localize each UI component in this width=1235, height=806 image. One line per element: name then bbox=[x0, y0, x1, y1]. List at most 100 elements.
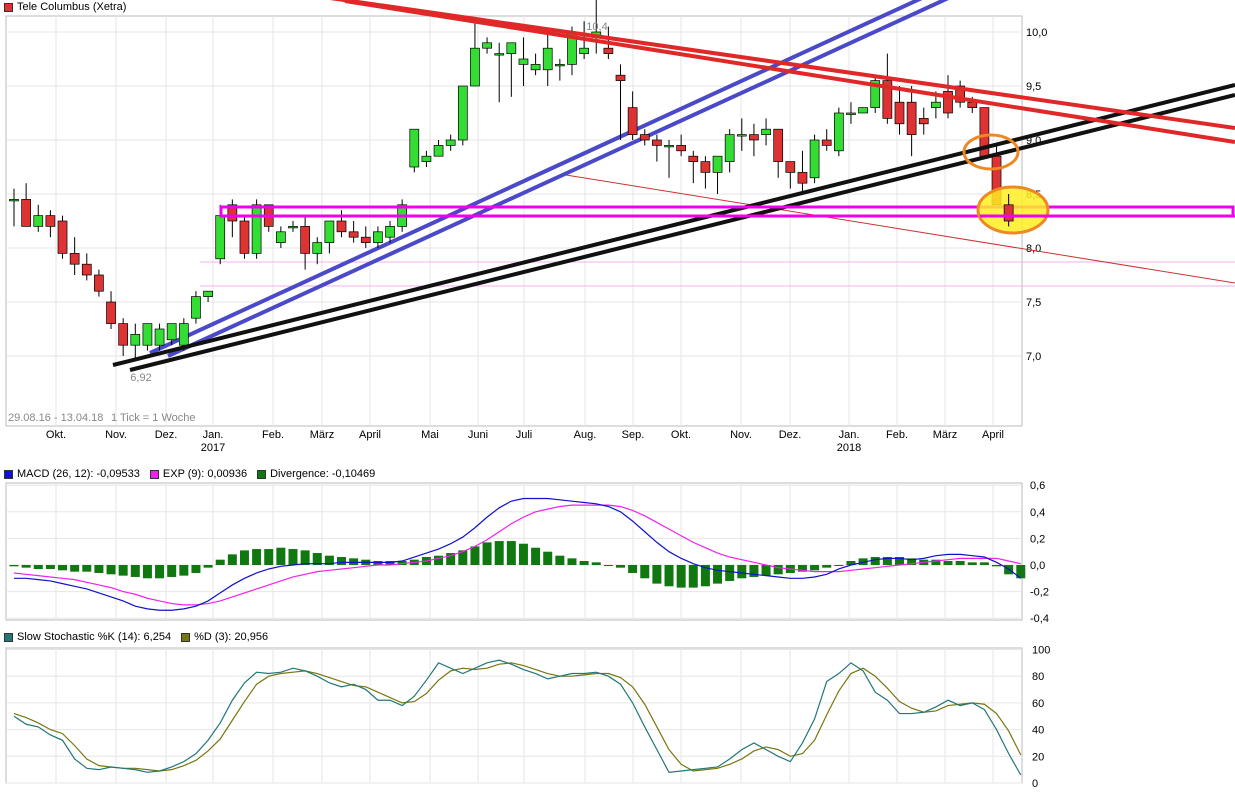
macd-divergence-bar bbox=[628, 565, 638, 573]
macd-divergence-bar bbox=[252, 549, 262, 565]
candle-body bbox=[288, 226, 298, 229]
candle-body bbox=[676, 145, 687, 152]
candle-body bbox=[943, 91, 953, 114]
low-price-label: 6,92 bbox=[130, 372, 151, 384]
macd-divergence-bar bbox=[155, 565, 165, 579]
month-label: Sep. bbox=[622, 429, 645, 441]
macd-divergence-bar bbox=[749, 565, 759, 577]
macd-signal-line bbox=[13, 504, 1021, 606]
blue-trend-line bbox=[149, 0, 923, 355]
stoch-d-swatch bbox=[181, 632, 191, 642]
macd-divergence-bar bbox=[434, 555, 444, 565]
month-label: Feb. bbox=[886, 429, 908, 441]
stoch-y-tick-label: 0 bbox=[1032, 778, 1038, 790]
divergence-swatch bbox=[257, 469, 267, 479]
month-label: Nov. bbox=[730, 429, 752, 441]
stoch-y-tick-label: 100 bbox=[1032, 645, 1050, 657]
macd-divergence-bar bbox=[870, 557, 880, 565]
candle-body bbox=[821, 139, 832, 146]
magenta-support-box bbox=[219, 205, 1235, 218]
candle-body bbox=[445, 139, 456, 146]
candle-body bbox=[33, 215, 44, 227]
macd-divergence-bar bbox=[567, 558, 577, 565]
macd-divergence-bar bbox=[470, 546, 480, 565]
month-label: Nov. bbox=[105, 429, 127, 441]
stoch-k-legend-item: Slow Stochastic %K (14): 6,254 bbox=[4, 631, 171, 643]
candle-body bbox=[639, 134, 650, 141]
candle-body bbox=[530, 64, 541, 71]
candle-body bbox=[652, 139, 662, 146]
macd-divergence-bar bbox=[21, 565, 31, 568]
macd-divergence-bar bbox=[264, 549, 274, 565]
candle-body bbox=[615, 74, 626, 81]
candle-body bbox=[215, 215, 226, 260]
candle-body bbox=[603, 47, 614, 54]
macd-y-tick-label: -0,4 bbox=[1030, 613, 1049, 625]
candle-body bbox=[94, 274, 104, 292]
candle-body bbox=[118, 323, 129, 346]
month-label: Juni bbox=[468, 429, 488, 441]
exp-label: EXP (9): 0,00936 bbox=[162, 468, 248, 480]
macd-divergence-bar bbox=[118, 565, 128, 576]
price-y-tick-label: 7,0 bbox=[1026, 351, 1041, 363]
macd-divergence-bar bbox=[955, 561, 965, 565]
macd-divergence-bar bbox=[579, 561, 589, 565]
macd-divergence-bar bbox=[58, 565, 68, 571]
price-legend: Tele Columbus (Xetra) bbox=[4, 0, 126, 14]
macd-divergence-bar bbox=[45, 565, 55, 569]
candle-body bbox=[130, 334, 141, 346]
macd-divergence-bar bbox=[373, 561, 383, 565]
month-label: Dez. bbox=[779, 429, 802, 441]
month-label: Jan. bbox=[839, 429, 860, 441]
month-label: Okt. bbox=[671, 429, 691, 441]
macd-divergence-bar bbox=[397, 561, 407, 565]
macd-y-tick-label: 0,4 bbox=[1030, 507, 1045, 519]
macd-divergence-bar bbox=[543, 551, 553, 565]
macd-divergence-bar bbox=[518, 543, 528, 565]
macd-divergence-bar bbox=[227, 554, 237, 565]
stoch-k-label: Slow Stochastic %K (14): 6,254 bbox=[17, 631, 172, 643]
candle-body bbox=[712, 155, 723, 173]
candle-body bbox=[312, 242, 323, 254]
stoch-y-tick-label: 60 bbox=[1032, 698, 1044, 710]
year-label: 2017 bbox=[201, 442, 225, 454]
blue-trend-line bbox=[167, 0, 949, 358]
macd-legend: MACD (26, 12): -0,09533 EXP (9): 0,00936… bbox=[4, 467, 385, 481]
candle-body bbox=[797, 172, 808, 184]
candle-body bbox=[373, 231, 383, 243]
month-label: Aug. bbox=[574, 429, 597, 441]
candle-body bbox=[870, 80, 881, 108]
price-y-tick-label: 8,0 bbox=[1026, 243, 1041, 255]
candle-body bbox=[833, 112, 844, 152]
month-label: April bbox=[982, 429, 1004, 441]
candle-body bbox=[178, 323, 189, 346]
candle-body bbox=[470, 47, 480, 87]
month-label: Juli bbox=[516, 429, 533, 441]
candle-body bbox=[142, 323, 153, 346]
candle-body bbox=[749, 134, 759, 141]
candle-body bbox=[106, 301, 116, 324]
macd-divergence-bar bbox=[992, 565, 1002, 567]
red-resistance-line bbox=[344, 0, 1235, 144]
price-y-tick-label: 10,0 bbox=[1026, 27, 1047, 39]
candle-body bbox=[385, 226, 395, 238]
price-y-tick-label: 9,5 bbox=[1026, 81, 1041, 93]
macd-y-tick-label: -0,2 bbox=[1030, 587, 1049, 599]
candle-body bbox=[882, 80, 893, 119]
candle-body bbox=[251, 204, 262, 254]
stoch-y-tick-label: 20 bbox=[1032, 751, 1044, 763]
macd-divergence-bar bbox=[797, 565, 807, 572]
month-label: Okt. bbox=[46, 429, 66, 441]
candle-body bbox=[688, 155, 699, 162]
candle-body bbox=[724, 134, 735, 162]
black-trend-line bbox=[129, 93, 1235, 372]
candle-body bbox=[809, 139, 820, 179]
candle-body bbox=[542, 47, 553, 71]
macd-divergence-bar bbox=[676, 565, 686, 588]
macd-divergence-bar bbox=[385, 561, 395, 565]
macd-divergence-bar bbox=[531, 547, 541, 565]
macd-divergence-bar bbox=[458, 550, 468, 565]
macd-divergence-bar bbox=[9, 565, 19, 567]
macd-divergence-bar bbox=[591, 562, 601, 565]
